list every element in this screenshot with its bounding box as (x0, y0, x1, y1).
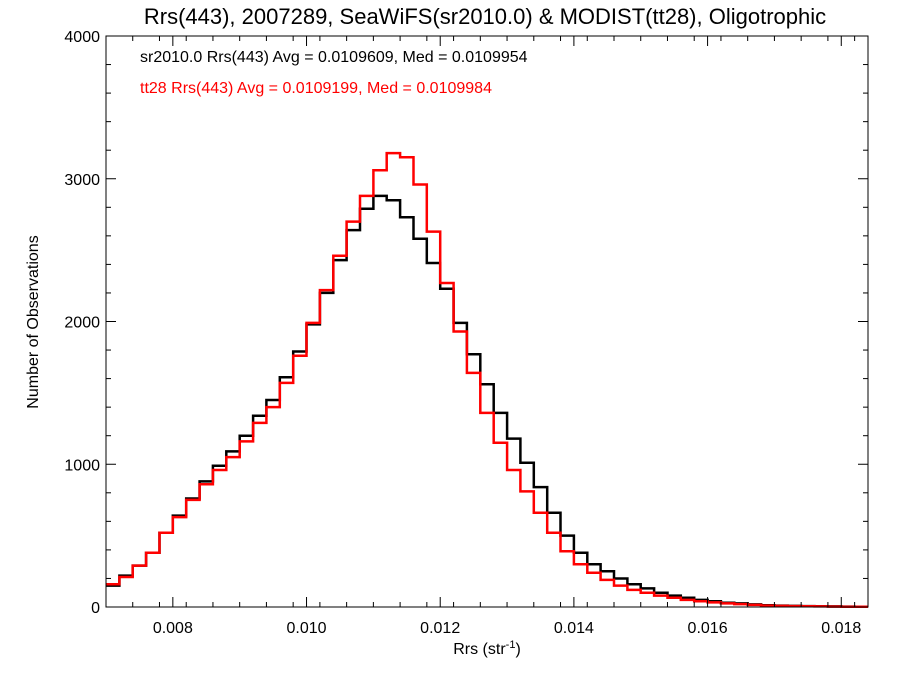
series-annotation-sr2010: sr2010.0 Rrs(443) Avg = 0.0109609, Med =… (140, 49, 528, 66)
x-tick-label: 0.012 (420, 620, 460, 637)
chart-title: Rrs(443), 2007289, SeaWiFS(sr2010.0) & M… (144, 4, 826, 29)
x-axis-label: Rrs (str-1) (453, 639, 521, 658)
series-annotation-tt28: tt28 Rrs(443) Avg = 0.0109199, Med = 0.0… (140, 80, 492, 97)
x-tick-label: 0.016 (688, 620, 728, 637)
x-axis-label-sup: -1 (506, 639, 516, 651)
x-tick-label: 0.014 (554, 620, 594, 637)
x-tick-label: 0.018 (821, 620, 861, 637)
series-line-sr2010.0 (106, 194, 868, 608)
y-axis-label: Number of Observations (25, 235, 42, 408)
y-tick-label: 2000 (64, 315, 100, 332)
y-tick-label: 4000 (64, 29, 100, 46)
axes-layer: 0.008 0.010 0.012 0.014 0.016 0.018 0 1000 2000 3… (64, 29, 869, 637)
series-layer (106, 151, 868, 608)
x-tick-label: 0.010 (287, 620, 327, 637)
x-tick-label: 0.008 (153, 620, 193, 637)
y-tick-label: 1000 (64, 457, 100, 474)
plot-frame (105, 35, 869, 608)
x-axis-label-main: Rrs (str (453, 641, 506, 658)
y-tick-label: 0 (91, 600, 100, 617)
x-axis-label-tail: ) (515, 641, 520, 658)
y-tick-label: 3000 (64, 172, 100, 189)
series-line-tt28 (106, 151, 868, 608)
